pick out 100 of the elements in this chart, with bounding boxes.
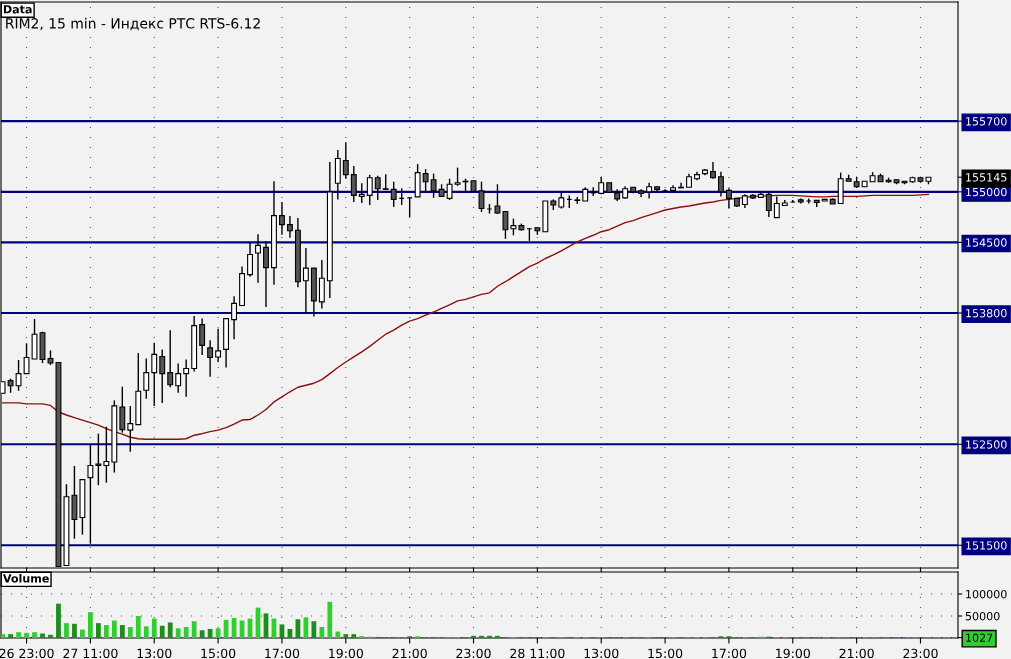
y-tick-label: 153800: [966, 309, 1007, 318]
bar: [72, 623, 77, 638]
candlestick: [765, 192, 772, 218]
candlestick: [127, 405, 134, 453]
y-tick-label: 155000: [966, 187, 1007, 197]
bar: [127, 627, 133, 638]
candlestick: [446, 178, 453, 201]
bar: [311, 621, 317, 638]
candlestick: [231, 295, 238, 340]
x-tick-label: 15:00: [201, 648, 236, 659]
candlestick: [358, 182, 365, 204]
candlestick: [342, 141, 349, 180]
y-tick-label: 1027: [966, 633, 993, 642]
candlestick: [366, 173, 373, 206]
x-tick-label: 23:00: [456, 648, 491, 659]
candlestick: [406, 196, 413, 218]
bar: [167, 622, 173, 638]
bar: [48, 634, 53, 638]
bar: [351, 634, 357, 638]
x-tick-label: 28 11:00: [510, 648, 565, 659]
bar: [119, 625, 125, 638]
candlestick: [207, 339, 214, 378]
bar: [88, 612, 93, 638]
candlestick: [374, 174, 381, 201]
candlestick: [119, 386, 126, 434]
bar: [191, 621, 197, 638]
bar: [151, 618, 157, 638]
bar: [80, 629, 85, 638]
bar: [32, 632, 37, 638]
bar: [199, 630, 205, 638]
bar: [143, 626, 149, 638]
bar: [56, 603, 61, 638]
bar: [1, 634, 5, 638]
bar: [111, 620, 117, 638]
y-tick-label: 151500: [966, 541, 1007, 550]
bar: [135, 616, 141, 638]
bar: [16, 632, 21, 638]
candlestick: [183, 358, 190, 398]
y-tick-label: 154500: [966, 238, 1007, 247]
chart-title: Data: [3, 5, 32, 14]
bar: [319, 627, 325, 638]
bar: [95, 623, 101, 638]
y-tick-label: 152500: [966, 440, 1007, 449]
y-tick-label: 50000: [965, 611, 1000, 621]
x-tick-label: 17:00: [712, 648, 747, 659]
x-tick-label: 21:00: [392, 648, 427, 659]
y-tick-label: 155145: [966, 173, 1007, 182]
x-tick-label: 17:00: [265, 648, 300, 659]
candlestick: [215, 327, 222, 363]
y-tick-label: 100000: [966, 589, 1007, 599]
bar: [103, 625, 109, 638]
chart-title: Volume: [2, 573, 49, 583]
bar: [495, 635, 500, 638]
bar: [8, 634, 13, 638]
candlestick: [725, 187, 732, 210]
candlestick: [773, 195, 780, 219]
candlestick: [159, 348, 166, 404]
x-tick-label: 15:00: [648, 648, 683, 659]
candlestick: [318, 259, 325, 310]
bar: [159, 625, 165, 638]
x-tick-label: 19:00: [329, 648, 363, 659]
text: RIM2, 15 min - Индекс РТС RTS-6.12: [6, 17, 260, 31]
candlestick: [255, 233, 261, 284]
candlestick: [199, 317, 206, 356]
candlestick: [286, 215, 293, 239]
candlestick: [350, 165, 357, 203]
candlestick: [103, 425, 110, 484]
bar: [207, 628, 213, 638]
x-tick-label: 13:00: [584, 648, 619, 659]
bar: [479, 635, 484, 638]
x-tick-label: 23:00: [903, 648, 938, 659]
bar: [335, 631, 341, 638]
candlestick: [422, 168, 429, 193]
candlestick: [87, 443, 94, 545]
x-tick-label: 21:00: [839, 648, 874, 659]
bar: [64, 623, 69, 638]
candlestick: [167, 329, 174, 388]
bar: [343, 634, 349, 638]
candlestick: [302, 247, 309, 314]
bar: [487, 635, 492, 638]
candlestick: [263, 240, 269, 308]
candlestick: [143, 357, 150, 400]
candlestick: [95, 432, 102, 486]
bar: [175, 628, 181, 638]
candlestick: [430, 172, 437, 199]
candlestick: [175, 362, 182, 394]
bar: [183, 627, 189, 638]
y-tick-label: 155700: [966, 117, 1007, 126]
bar: [327, 601, 333, 638]
candlestick: [717, 170, 724, 198]
candlestick: [390, 181, 397, 208]
x-tick-label: 13:00: [137, 648, 172, 659]
candlestick: [454, 166, 461, 187]
bar: [471, 635, 476, 638]
x-tick-label: 19:00: [776, 648, 810, 659]
bar: [40, 633, 45, 638]
candlestick: [151, 342, 158, 407]
bar: [24, 632, 29, 638]
x-tick-label: 27 11:00: [63, 648, 118, 659]
x-tick-label: 26 23:00: [0, 648, 54, 659]
